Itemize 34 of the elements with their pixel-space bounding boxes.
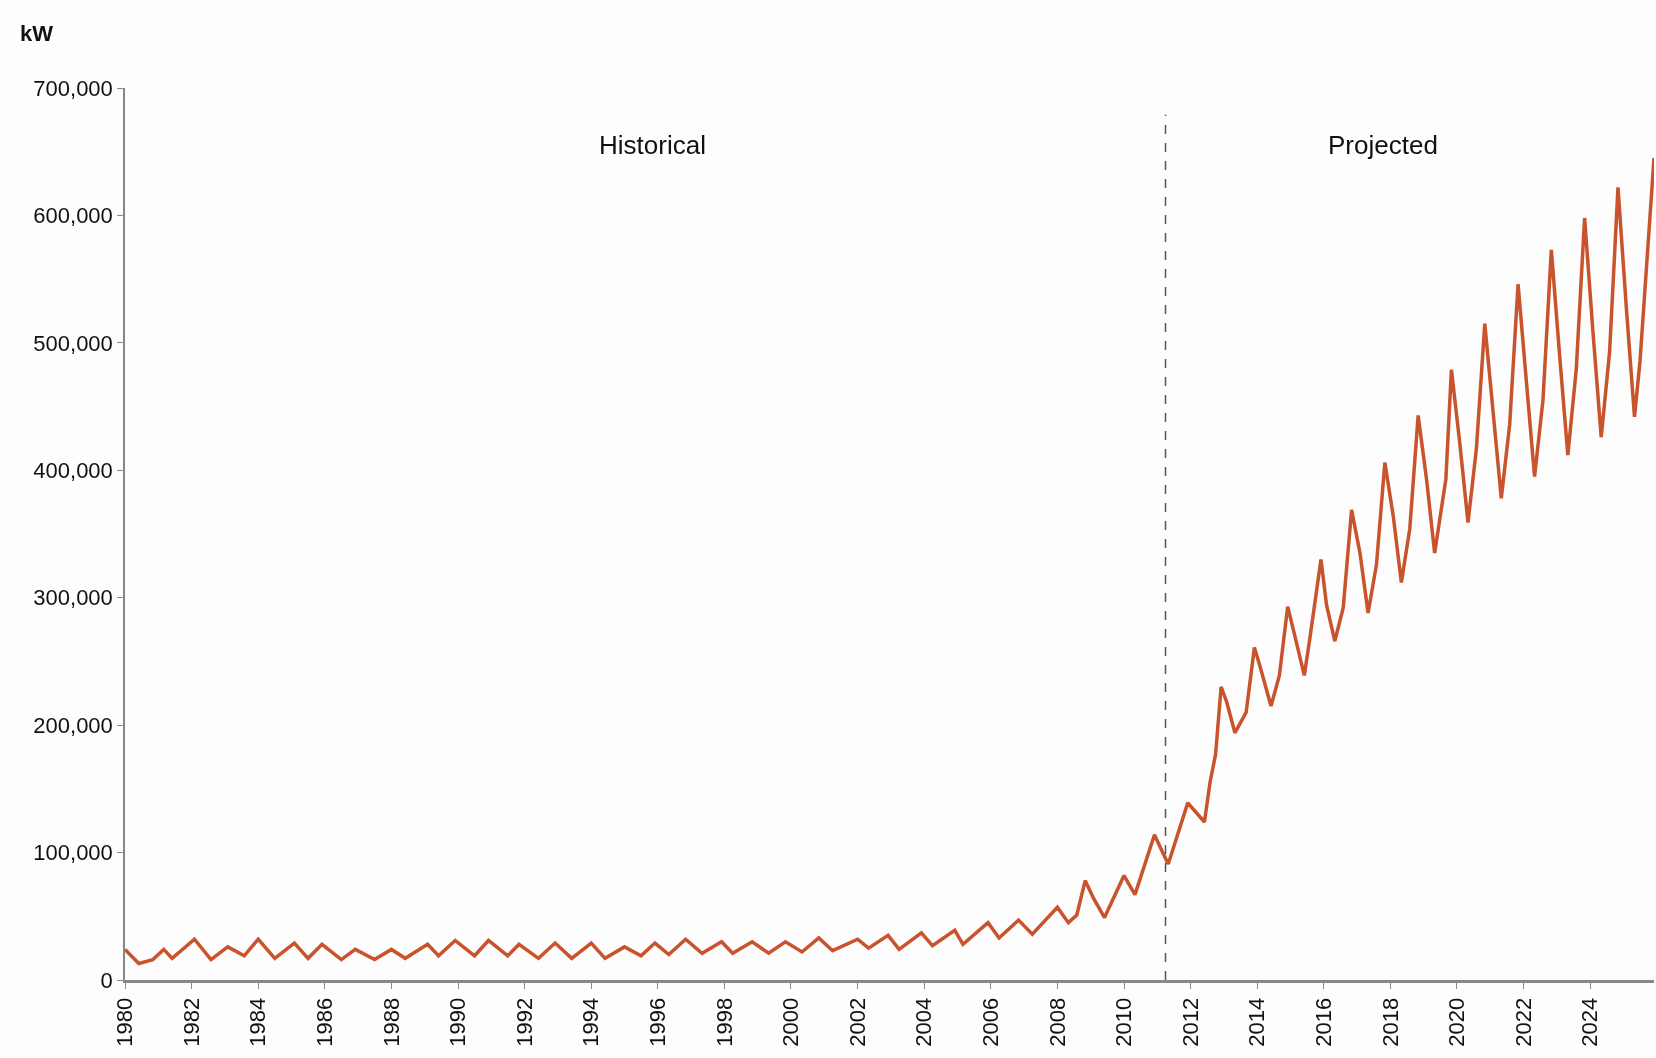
x-tick-label: 2024 bbox=[1577, 997, 1603, 1047]
y-tick-label: 100,000 bbox=[33, 840, 113, 866]
x-tick-label: 2022 bbox=[1510, 997, 1536, 1047]
x-tick-label: 1994 bbox=[578, 997, 604, 1047]
x-tick-label: 2008 bbox=[1044, 997, 1070, 1047]
x-tick-label: 1998 bbox=[711, 997, 737, 1047]
annotation: Historical bbox=[599, 130, 706, 160]
x-tick-label: 2004 bbox=[911, 997, 937, 1047]
x-tick-label: 2000 bbox=[778, 997, 804, 1047]
x-tick-label: 1992 bbox=[511, 997, 537, 1047]
x-tick-label: 1982 bbox=[178, 997, 204, 1047]
x-tick-label: 2002 bbox=[844, 997, 870, 1047]
annotation: Projected bbox=[1328, 130, 1438, 160]
y-tick-label: 0 bbox=[100, 967, 113, 993]
y-axis-title: kW bbox=[20, 21, 54, 46]
x-tick-label: 2020 bbox=[1444, 997, 1470, 1047]
x-tick-label: 2012 bbox=[1177, 997, 1203, 1047]
x-tick-label: 2016 bbox=[1310, 997, 1336, 1047]
y-tick-label: 700,000 bbox=[33, 75, 113, 101]
x-tick-label: 2014 bbox=[1244, 997, 1270, 1047]
x-tick-label: 2006 bbox=[977, 997, 1003, 1047]
y-tick-label: 200,000 bbox=[33, 712, 113, 738]
y-tick-label: 500,000 bbox=[33, 330, 113, 356]
x-tick-label: 1996 bbox=[644, 997, 670, 1047]
x-tick-label: 2010 bbox=[1111, 997, 1137, 1047]
x-tick-label: 1984 bbox=[245, 997, 271, 1047]
x-tick-label: 1980 bbox=[112, 997, 138, 1047]
y-tick-label: 400,000 bbox=[33, 457, 113, 483]
x-tick-label: 2018 bbox=[1377, 997, 1403, 1047]
x-tick-label: 1990 bbox=[445, 997, 471, 1047]
y-tick-label: 600,000 bbox=[33, 203, 113, 229]
x-tick-label: 1988 bbox=[378, 997, 404, 1047]
y-tick-label: 300,000 bbox=[33, 585, 113, 611]
x-tick-label: 1986 bbox=[311, 997, 337, 1047]
